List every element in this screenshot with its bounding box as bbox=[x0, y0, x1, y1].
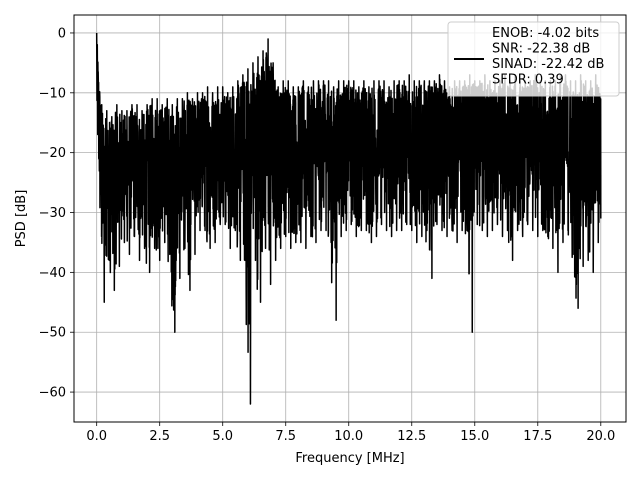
legend-box bbox=[447, 21, 620, 97]
y-tick-label: −60 bbox=[39, 386, 66, 401]
legend: ENOB: -4.02 bits SNR: -22.38 dB SINAD: -… bbox=[447, 21, 620, 97]
psd-series-line bbox=[95, 32, 602, 405]
x-tick-label: 15.0 bbox=[460, 429, 489, 444]
x-axis-label: Frequency [MHz] bbox=[295, 451, 404, 466]
y-tick-label: 0 bbox=[58, 26, 66, 41]
x-axis: 0.0 2.5 5.0 7.5 10.0 12.5 15.0 17.5 20.0 bbox=[86, 422, 615, 444]
x-tick-label: 0.0 bbox=[86, 429, 107, 444]
legend-sfdr: SFDR: 0.39 bbox=[492, 73, 564, 88]
x-tick-label: 17.5 bbox=[523, 429, 552, 444]
x-tick-label: 2.5 bbox=[149, 429, 170, 444]
x-tick-label: 5.0 bbox=[212, 429, 233, 444]
y-tick-label: −30 bbox=[39, 206, 66, 221]
x-tick-label: 10.0 bbox=[334, 429, 363, 444]
y-tick-label: −40 bbox=[39, 266, 66, 281]
y-tick-label: −20 bbox=[39, 146, 66, 161]
legend-sinad: SINAD: -22.42 dB bbox=[492, 57, 604, 72]
legend-enob: ENOB: -4.02 bits bbox=[492, 26, 599, 41]
legend-snr: SNR: -22.38 dB bbox=[492, 42, 590, 57]
series-group bbox=[95, 32, 602, 405]
x-tick-label: 7.5 bbox=[275, 429, 296, 444]
y-axis: 0 −10 −20 −30 −40 −50 −60 bbox=[39, 26, 74, 401]
y-tick-label: −10 bbox=[39, 86, 66, 101]
x-tick-label: 20.0 bbox=[586, 429, 615, 444]
x-tick-label: 12.5 bbox=[397, 429, 426, 444]
y-tick-label: −50 bbox=[39, 326, 66, 341]
plot-frame bbox=[73, 14, 627, 423]
y-axis-label: PSD [dB] bbox=[14, 190, 29, 248]
